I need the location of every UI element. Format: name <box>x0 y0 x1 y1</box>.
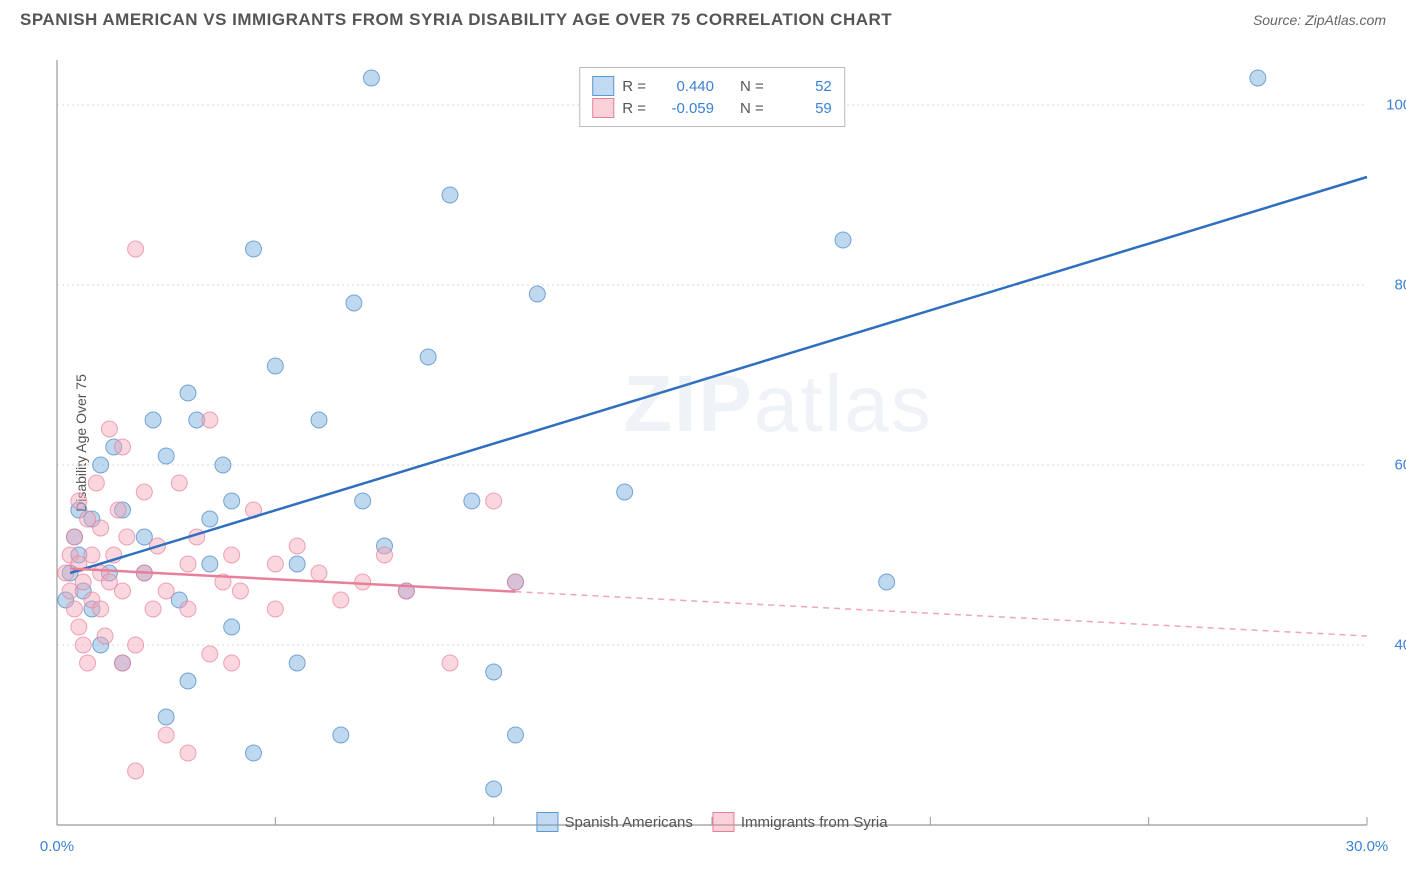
swatch-blue-icon <box>536 812 558 832</box>
legend-item-0: Spanish Americans <box>536 812 692 832</box>
y-tick-label: 40.0% <box>1394 637 1406 654</box>
y-tick-label: 60.0% <box>1394 457 1406 474</box>
chart-title: SPANISH AMERICAN VS IMMIGRANTS FROM SYRI… <box>20 10 892 30</box>
swatch-pink-icon <box>592 98 614 118</box>
r-value-0: 0.440 <box>654 78 714 95</box>
chart-source: Source: ZipAtlas.com <box>1253 12 1386 28</box>
swatch-blue-icon <box>592 76 614 96</box>
correlation-row-0: R = 0.440 N = 52 <box>592 76 832 96</box>
correlation-legend: R = 0.440 N = 52 R = -0.059 N = 59 <box>579 67 845 127</box>
chart-container: Disability Age Over 75 ZIPatlas R = 0.44… <box>52 55 1372 830</box>
r-value-1: -0.059 <box>654 100 714 117</box>
n-value-0: 52 <box>772 78 832 95</box>
x-tick-label: 0.0% <box>40 838 74 855</box>
chart-header: SPANISH AMERICAN VS IMMIGRANTS FROM SYRI… <box>0 0 1406 35</box>
x-tick-label: 30.0% <box>1346 838 1389 855</box>
correlation-row-1: R = -0.059 N = 59 <box>592 98 832 118</box>
series-legend: Spanish Americans Immigrants from Syria <box>536 812 887 832</box>
y-tick-label: 80.0% <box>1394 277 1406 294</box>
scatter-plot <box>52 55 1372 830</box>
legend-item-1: Immigrants from Syria <box>713 812 888 832</box>
swatch-pink-icon <box>713 812 735 832</box>
y-tick-label: 100.0% <box>1386 97 1406 114</box>
n-value-1: 59 <box>772 100 832 117</box>
